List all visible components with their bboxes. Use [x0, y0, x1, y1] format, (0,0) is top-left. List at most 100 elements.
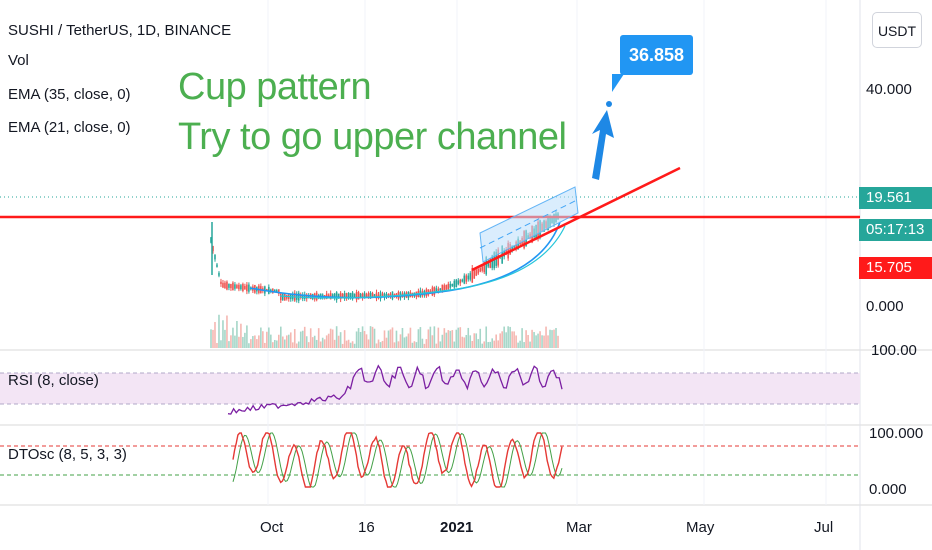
price-candle [443, 285, 446, 291]
price-candle [339, 292, 342, 300]
price-candle [281, 294, 284, 300]
volume-bar [411, 342, 414, 348]
price-candle [377, 294, 380, 297]
volume-bar [489, 341, 491, 348]
volume-bar [339, 332, 342, 348]
volume-bar [501, 331, 503, 348]
volume-bar [471, 340, 474, 348]
volume-bar [423, 343, 426, 348]
volume-bar [297, 341, 300, 348]
price-candle [365, 294, 368, 298]
volume-bar [405, 336, 408, 348]
price-candle [357, 292, 360, 300]
volume-bar [387, 330, 390, 348]
volume-bar [545, 326, 547, 348]
volume-bar [264, 342, 266, 348]
volume-bar [479, 328, 482, 348]
price-candle [461, 279, 464, 282]
price-candle [331, 294, 334, 298]
volume-bar [258, 335, 260, 348]
price-candle [389, 293, 392, 298]
volume-bar [285, 335, 288, 348]
volume-bar [393, 342, 396, 348]
rsi-layer [0, 364, 860, 415]
price-candle [303, 294, 306, 299]
volume-bar [429, 326, 432, 348]
volume-bar [323, 339, 326, 348]
price-candle [278, 289, 280, 294]
volume-bar [335, 326, 338, 348]
volume-bar [276, 340, 278, 348]
volume-bar [497, 340, 499, 348]
price-candle [445, 284, 448, 290]
price-candle [359, 293, 362, 298]
volume-bar [443, 328, 446, 348]
currency-button[interactable]: USDT [872, 12, 922, 48]
target-arrow [592, 110, 614, 180]
volume-bar [327, 333, 330, 348]
volume-bar [381, 340, 384, 348]
price-candle [513, 245, 515, 248]
price-candle [353, 293, 356, 298]
volume-bar [513, 331, 515, 348]
price-candle [224, 282, 226, 289]
price-candle [457, 280, 460, 285]
volume-bar [283, 339, 286, 348]
price-candle [383, 293, 386, 298]
volume-bar [467, 327, 470, 348]
volume-bar [230, 335, 232, 348]
price-tick-0: 0.000 [866, 298, 904, 315]
volume-bar [210, 329, 212, 348]
price-candle [230, 284, 232, 289]
volume-bar [375, 343, 378, 348]
price-candle [431, 287, 434, 296]
price-candle [240, 285, 242, 290]
price-candle [226, 281, 228, 290]
volume-bar [222, 320, 224, 348]
price-candle [481, 266, 484, 271]
price-candle [463, 275, 466, 284]
price-candle [379, 292, 382, 299]
volume-bar [303, 326, 306, 348]
volume-bar [301, 330, 304, 348]
price-candle [459, 279, 462, 284]
price-candle [363, 292, 366, 299]
price-candle [349, 293, 352, 299]
volume-bar [401, 327, 404, 348]
target-price-label: 36.858 [620, 35, 693, 75]
volume-bar [359, 331, 362, 348]
volume-bar [537, 333, 539, 348]
volume-bar [270, 334, 272, 348]
volume-bar [447, 330, 450, 348]
rsi-label: RSI (8, close) [8, 372, 99, 389]
price-candle [232, 282, 234, 290]
volume-bar [343, 330, 346, 348]
price-candle [437, 288, 440, 291]
volume-bar [291, 342, 294, 348]
price-candle [280, 293, 282, 301]
volume-bar [250, 339, 252, 348]
price-candle [483, 262, 486, 273]
price-candle [447, 283, 450, 290]
volume-bar [519, 340, 521, 348]
price-candle [511, 245, 513, 251]
volume-bar [315, 339, 318, 348]
target-callout-tail [612, 74, 624, 92]
volume-bar [355, 331, 358, 348]
legend-ema-35: EMA (35, close, 0) [8, 86, 131, 103]
price-candle [509, 244, 511, 255]
volume-bar [413, 341, 416, 348]
volume-bar [311, 337, 314, 348]
volume-bar [268, 327, 270, 348]
volume-bar [369, 326, 372, 348]
volume-bar [427, 329, 430, 348]
price-candle [473, 269, 476, 279]
price-candle [343, 293, 346, 299]
drawings-layer [0, 74, 860, 272]
price-tag-last: 19.561 [859, 187, 932, 209]
volume-bar [453, 341, 456, 348]
volume-bar [232, 327, 234, 348]
volume-bar [431, 335, 434, 348]
volume-bar [353, 343, 356, 348]
volume-bar [329, 328, 332, 348]
